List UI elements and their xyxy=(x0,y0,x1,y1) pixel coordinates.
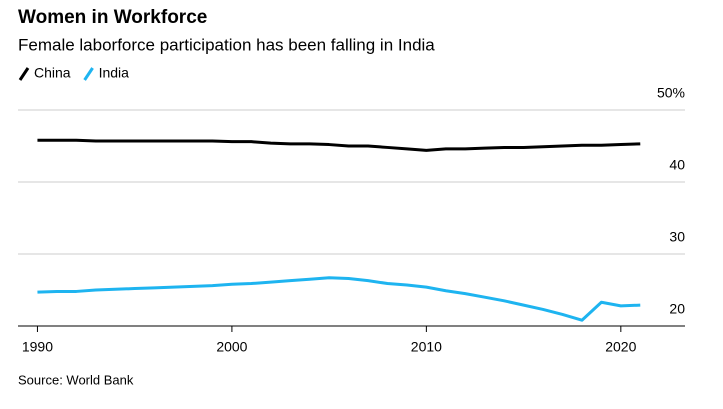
legend-swatch xyxy=(83,67,94,81)
x-tick-label: 1990 xyxy=(22,339,53,355)
x-tick-label: 2010 xyxy=(411,339,442,355)
series-line xyxy=(37,138,641,152)
legend-swatch xyxy=(18,67,30,81)
legend-label: India xyxy=(99,65,130,81)
y-tick-label: 40 xyxy=(669,157,685,173)
source: Source: World Bank xyxy=(18,372,134,387)
y-tick-label: 50% xyxy=(657,85,685,101)
y-tick-label: 20 xyxy=(669,301,685,317)
series-line xyxy=(37,276,641,322)
y-tick-label: 30 xyxy=(669,229,685,245)
chart-title: Women in Workforce xyxy=(18,7,207,28)
legend-label: China xyxy=(34,65,71,81)
chart-subtitle: Female laborforce participation has been… xyxy=(18,35,435,54)
x-tick-label: 2020 xyxy=(605,339,636,355)
x-tick-label: 2000 xyxy=(216,339,247,355)
